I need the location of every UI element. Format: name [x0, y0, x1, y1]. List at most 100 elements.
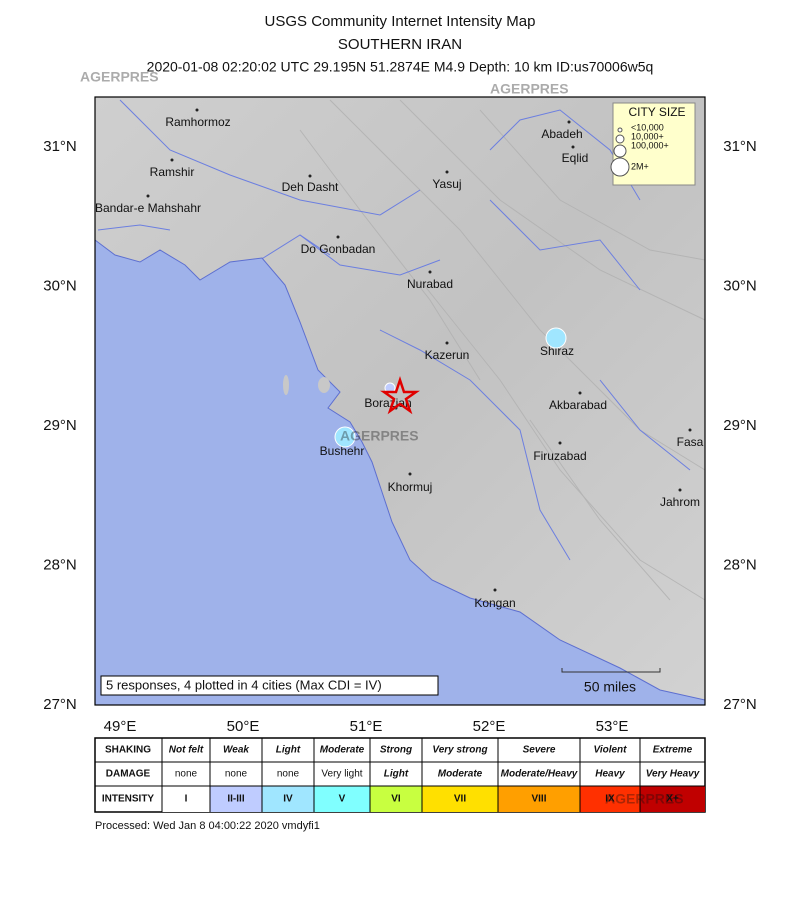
- shaking-cell: Violent: [594, 745, 628, 756]
- legend-symbol: [615, 134, 625, 144]
- city-label: Borazjan: [364, 396, 411, 410]
- damage-cell: none: [225, 769, 248, 780]
- watermarks: AGERPRES AGERPRES AGERPRES AGERPRES: [80, 69, 684, 807]
- city-label: Akbarabad: [549, 398, 607, 412]
- city-label: Eqlid: [562, 151, 589, 165]
- city-dot: [146, 194, 150, 198]
- intensity-cell: [580, 786, 640, 812]
- island: [318, 377, 330, 393]
- scale-label: 50 miles: [584, 679, 636, 695]
- legend-box: [612, 102, 696, 186]
- city-label: Deh Dasht: [282, 180, 339, 194]
- legend-symbol: [617, 127, 623, 133]
- city-label: Jahrom: [660, 495, 700, 509]
- city-size-legend: CITY SIZE <10,000 10,000+ 100,000+ 2M+: [610, 102, 696, 186]
- shaking-cell: Light: [276, 745, 301, 756]
- cdi-response: [334, 426, 356, 448]
- row-label: SHAKING: [105, 745, 151, 756]
- city-label: Bandar-e Mahshahr: [95, 201, 201, 215]
- shaking-cell: Strong: [380, 745, 412, 756]
- epicenter: [380, 376, 420, 415]
- map-frame: [94, 96, 706, 706]
- row-label: DAMAGE: [106, 769, 151, 780]
- intensity-cell: II-III: [227, 794, 244, 805]
- lat-label: 29°N: [723, 417, 757, 434]
- city-label: Kazerun: [425, 348, 470, 362]
- city-label: Ramshir: [150, 165, 195, 179]
- city-dot: [428, 270, 432, 274]
- shaking-cell: Extreme: [653, 745, 693, 756]
- intensity-cell: [640, 786, 705, 812]
- lat-label: 30°N: [43, 277, 77, 294]
- city-dot: [308, 174, 312, 178]
- lon-label: 51°E: [350, 718, 383, 735]
- shaking-cell: Very strong: [432, 745, 487, 756]
- lon-label: 52°E: [473, 718, 506, 735]
- damage-cell: Very light: [321, 769, 362, 780]
- damage-cell: Very Heavy: [646, 769, 700, 780]
- lat-label: 27°N: [723, 696, 757, 713]
- shaking-cell: Not felt: [169, 745, 204, 756]
- intensity-cell: X+: [666, 794, 679, 805]
- city-dot: [578, 391, 582, 395]
- intensity-cell: VII: [454, 794, 466, 805]
- damage-cell: none: [277, 769, 300, 780]
- lon-label: 49°E: [104, 718, 137, 735]
- city-dot: [445, 341, 449, 345]
- legend-label: 100,000+: [631, 140, 669, 150]
- intensity-cell: [498, 786, 580, 812]
- intensity-cell: IV: [283, 794, 293, 805]
- damage-cell: Moderate/Heavy: [501, 769, 578, 780]
- title: USGS Community Internet Intensity Map: [265, 13, 536, 30]
- city-label: Do Gonbadan: [301, 242, 376, 256]
- intensity-cell: IX: [605, 794, 615, 805]
- city-label: Firuzabad: [533, 449, 586, 463]
- city-dot: [571, 145, 575, 149]
- legend-symbol: [613, 144, 627, 158]
- intensity-cell: VI: [391, 794, 401, 805]
- lon-label: 50°E: [227, 718, 260, 735]
- lat-label: 28°N: [723, 556, 757, 573]
- cdi-response: [545, 327, 567, 349]
- legend-label: 2M+: [631, 161, 649, 171]
- city-dot: [170, 158, 174, 162]
- lat-label: 27°N: [43, 696, 77, 713]
- city-dot: [678, 488, 682, 492]
- intensity-scale-table: SHAKING DAMAGE INTENSITY Not felt Weak Light M…: [94, 737, 706, 813]
- city-label: Ramhormoz: [165, 115, 230, 129]
- intensity-cell: [314, 786, 370, 812]
- island: [283, 375, 289, 395]
- city-label: Kongan: [474, 596, 515, 610]
- sea: [94, 239, 706, 706]
- footer: Processed: Wed Jan 8 04:00:22 2020 vmdyf…: [95, 820, 320, 832]
- city-dot: [445, 170, 449, 174]
- city-dot: [336, 235, 340, 239]
- lat-label: 31°N: [723, 138, 757, 155]
- intensity-cell: [262, 786, 314, 812]
- lat-label: 30°N: [723, 277, 757, 294]
- city-label: Nurabad: [407, 277, 453, 291]
- event-info: 2020-01-08 02:20:02 UTC 29.195N 51.2874E…: [147, 59, 654, 75]
- relief: [299, 99, 706, 601]
- city-dot: [493, 588, 497, 592]
- city-label: Bushehr: [320, 444, 365, 458]
- lat-label: 31°N: [43, 138, 77, 155]
- watermark: AGERPRES: [490, 81, 569, 97]
- legend-title: CITY SIZE: [628, 105, 685, 119]
- watermark: AGERPRES: [340, 428, 419, 444]
- legend-label: <10,000: [631, 122, 664, 132]
- lat-label: 29°N: [43, 417, 77, 434]
- shaking-cell: Severe: [523, 745, 556, 756]
- city-label: Abadeh: [541, 127, 582, 141]
- city-dot: [408, 472, 412, 476]
- responses-box: [100, 675, 439, 696]
- lat-label: 28°N: [43, 556, 77, 573]
- intensity-cell: [370, 786, 422, 812]
- city-dot: [688, 428, 692, 432]
- city-label: Khormuj: [388, 480, 433, 494]
- damage-cell: Light: [384, 769, 409, 780]
- intensity-cell: [210, 786, 262, 812]
- legend-label: 10,000+: [631, 131, 664, 141]
- intensity-cell: [162, 786, 210, 812]
